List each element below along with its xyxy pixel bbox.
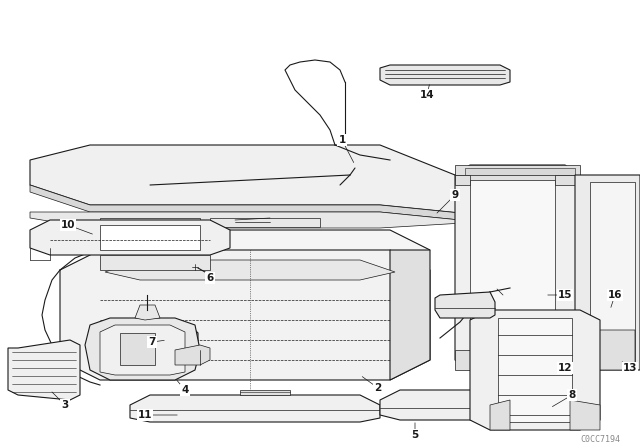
Polygon shape [390,250,430,380]
Text: 15: 15 [557,290,572,300]
Polygon shape [570,400,600,430]
Text: 6: 6 [206,273,214,283]
Polygon shape [435,292,495,318]
Polygon shape [130,395,380,422]
Text: 5: 5 [412,430,419,440]
Text: 8: 8 [568,390,575,400]
Text: 16: 16 [608,290,622,300]
Polygon shape [575,175,640,370]
Polygon shape [8,340,80,400]
Polygon shape [555,350,580,370]
Polygon shape [455,165,580,180]
Polygon shape [30,185,480,222]
Text: 13: 13 [623,363,637,373]
Polygon shape [455,165,580,370]
Text: C0CC7194: C0CC7194 [580,435,620,444]
Polygon shape [100,218,200,227]
Polygon shape [380,65,510,85]
Polygon shape [380,390,560,420]
Polygon shape [590,182,635,362]
Circle shape [193,264,198,270]
Polygon shape [575,330,635,370]
Text: 4: 4 [181,385,189,395]
Polygon shape [105,260,395,280]
Polygon shape [30,145,480,215]
Circle shape [499,290,502,293]
Polygon shape [100,225,200,250]
Polygon shape [498,318,572,422]
Polygon shape [60,250,430,380]
Polygon shape [85,318,200,380]
Text: 7: 7 [148,337,156,347]
Text: 12: 12 [557,363,572,373]
Polygon shape [470,175,555,358]
Text: 11: 11 [138,410,152,420]
Text: 10: 10 [61,220,76,230]
Polygon shape [175,345,210,365]
Polygon shape [465,168,575,175]
Polygon shape [167,330,198,347]
Text: 1: 1 [339,135,346,145]
Polygon shape [135,305,160,320]
Text: 2: 2 [374,383,381,393]
Text: 14: 14 [420,90,435,100]
Polygon shape [455,175,470,185]
Polygon shape [30,220,230,255]
Polygon shape [555,175,580,185]
Polygon shape [455,350,470,370]
Polygon shape [120,333,155,365]
Text: 3: 3 [61,400,68,410]
Polygon shape [100,255,210,270]
Polygon shape [100,230,430,270]
Polygon shape [30,212,480,228]
Polygon shape [240,390,290,395]
Polygon shape [490,400,510,430]
Polygon shape [100,325,185,375]
Text: 9: 9 [451,190,459,200]
Polygon shape [470,310,600,430]
Polygon shape [210,218,320,227]
